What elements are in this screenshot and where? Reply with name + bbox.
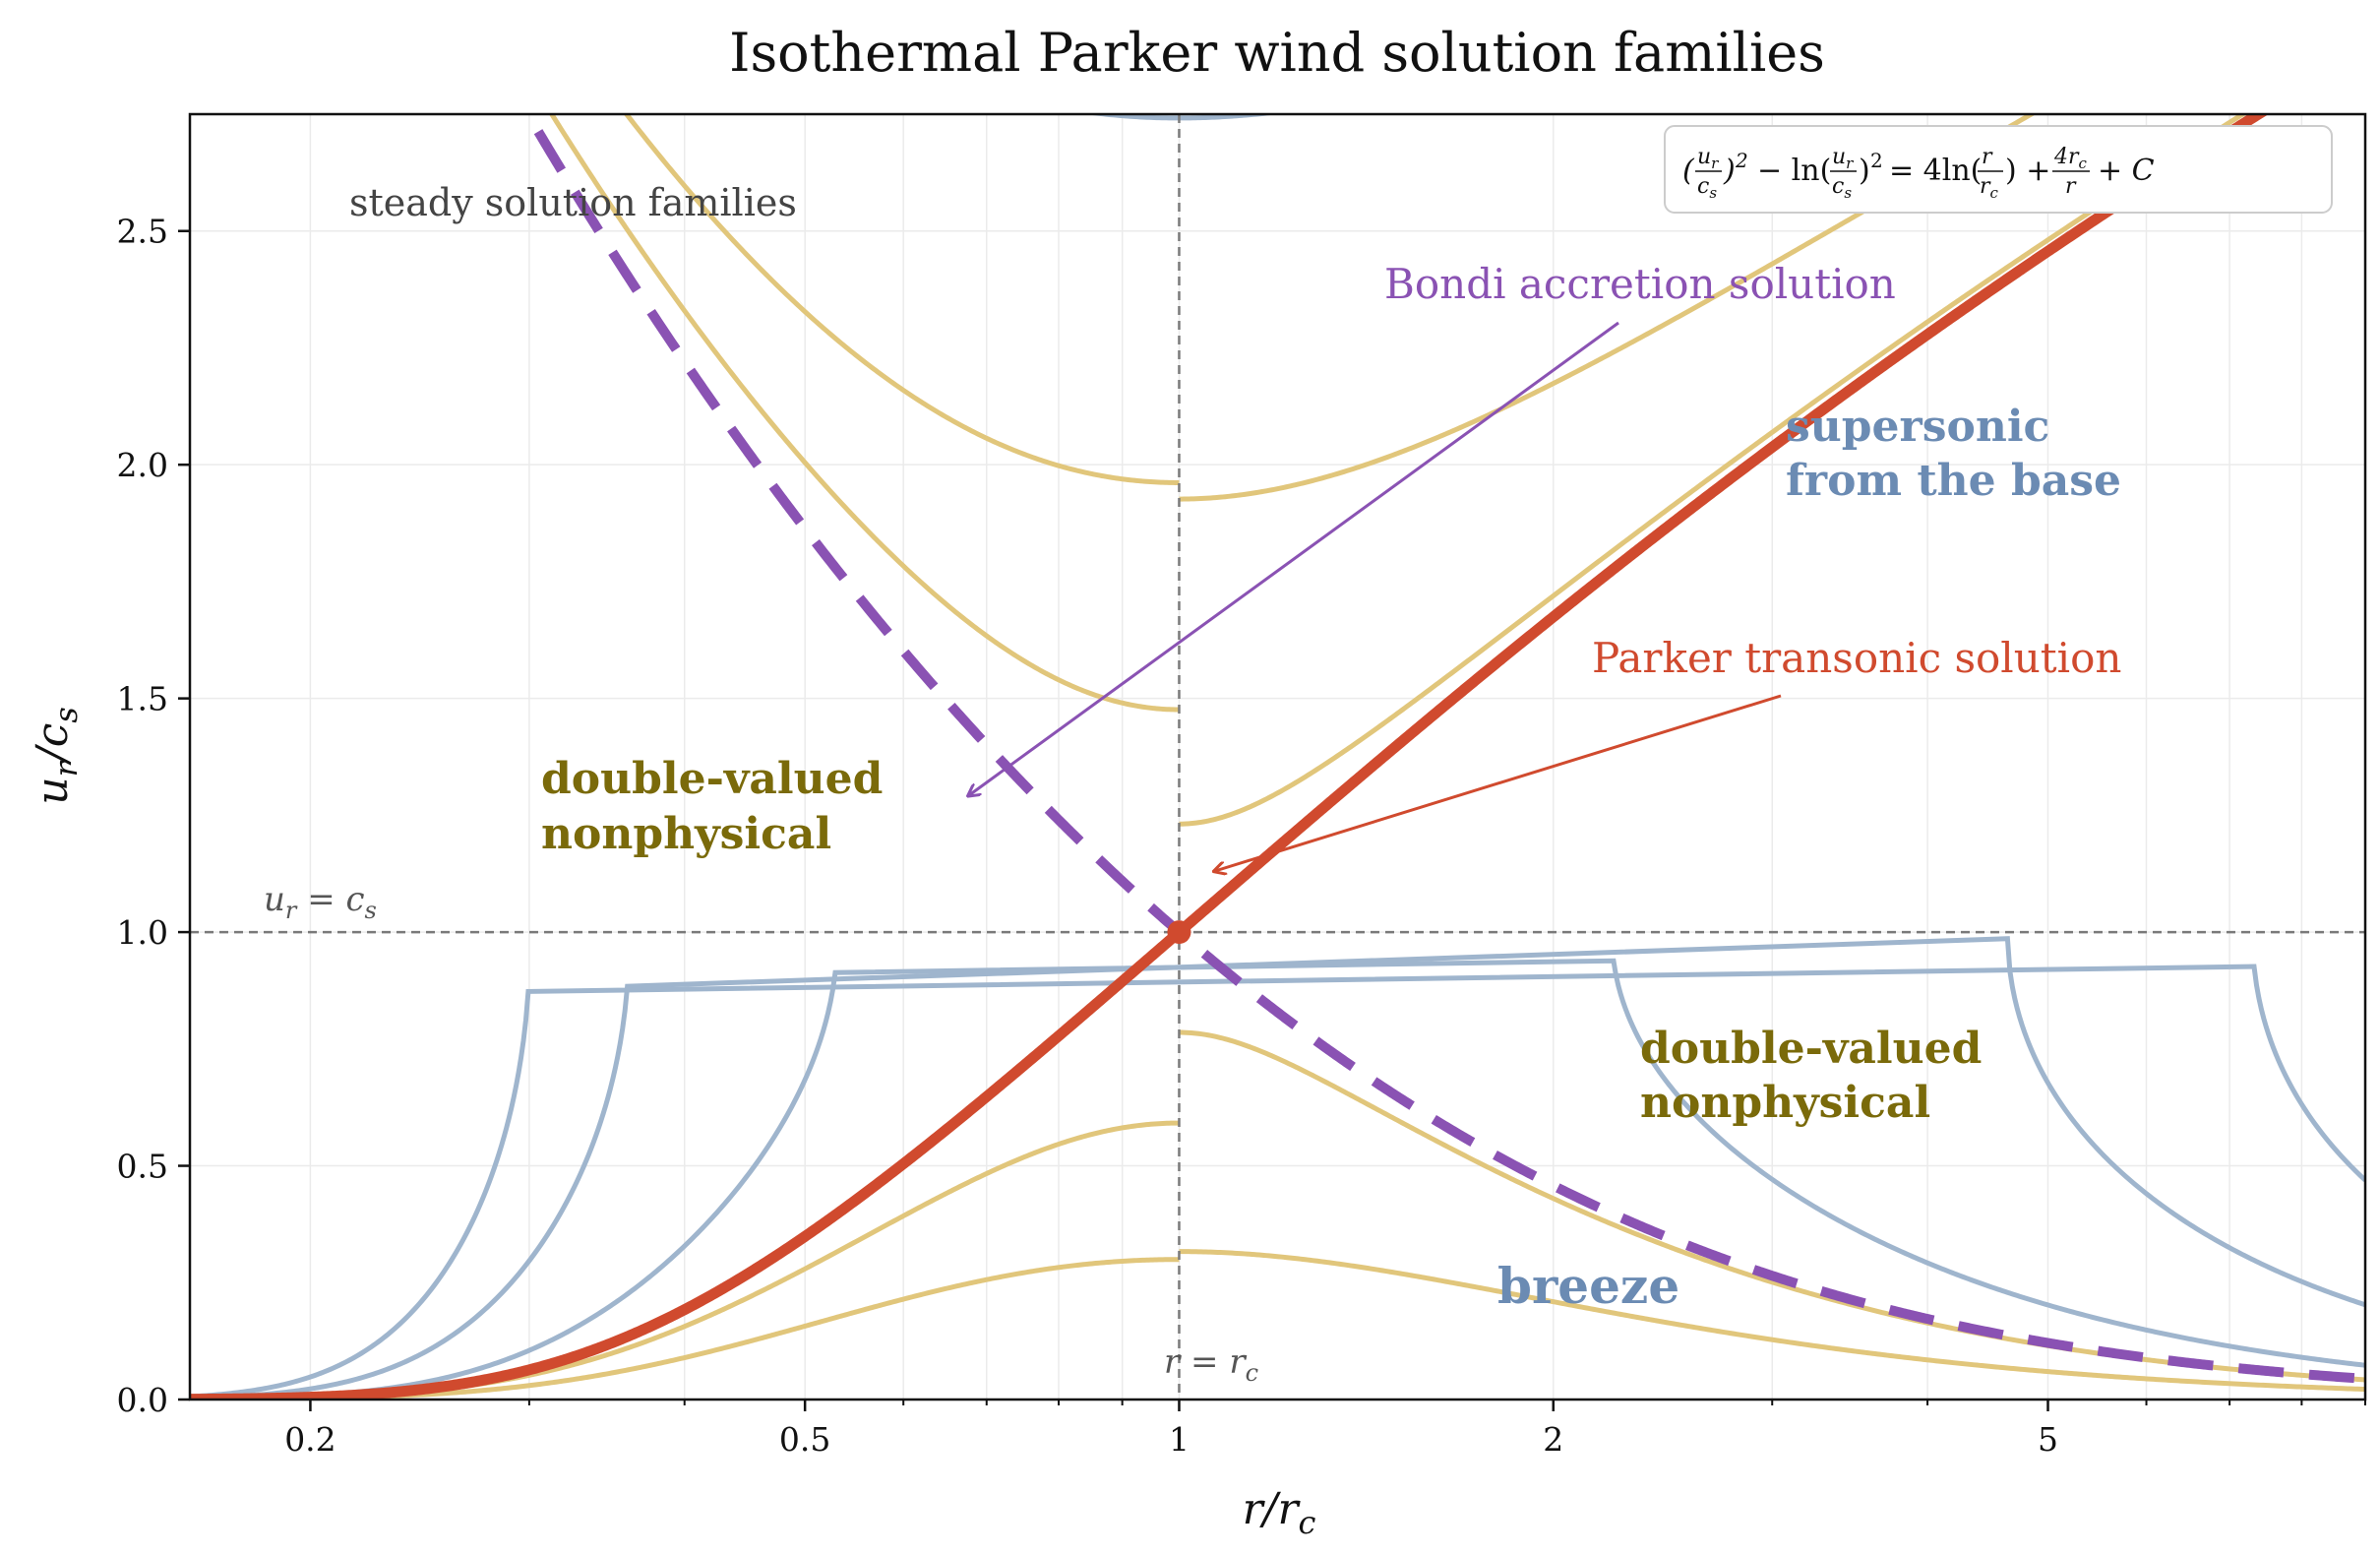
double-valued-lower-curve: [1179, 1249, 2365, 1393]
solution-families: [190, 114, 2365, 1400]
y-axis-label: ur/cs: [28, 707, 85, 805]
breeze-label: breeze: [1497, 1257, 1679, 1315]
bondi-label: Bondi accretion solution: [1384, 260, 1896, 308]
x-axis-label: r/rc: [1243, 1484, 1316, 1541]
y-tick-label: 0.0: [117, 1381, 168, 1419]
x-ticks: 0.2 0.5 1 2 5: [284, 1400, 2366, 1459]
svg-text:): ): [1859, 154, 1870, 188]
breeze-curve: [190, 936, 2365, 1400]
x-tick-label: 1: [1169, 1420, 1190, 1459]
svg-text:− ln(: − ln(: [1757, 154, 1831, 188]
y-tick-label: 0.5: [117, 1148, 168, 1186]
critical-radius-label: r = rc: [1164, 1342, 1258, 1387]
y-tick-label: 1.0: [117, 913, 168, 952]
double-valued-upper-curve: [548, 114, 1180, 713]
y-tick-label: 2.0: [117, 446, 168, 484]
steady-families-label: steady solution families: [349, 181, 797, 224]
parker-label: Parker transonic solution: [1592, 634, 2121, 682]
critical-point-marker: [1167, 920, 1191, 945]
svg-text:2: 2: [1870, 149, 1883, 172]
x-tick-label: 0.2: [284, 1420, 336, 1459]
y-ticks: 0.0 0.5 1.0 1.5 2.0 2.5: [117, 213, 190, 1419]
svg-text:r: r: [2065, 174, 2077, 199]
grid: [190, 114, 2365, 1400]
sonic-line-label: ur = cs: [264, 880, 377, 924]
svg-text:+ C: + C: [2098, 154, 2155, 188]
breeze-curve: [190, 964, 2365, 1400]
chart-title: Isothermal Parker wind solution families: [729, 22, 1825, 84]
double-valued-upper-curve: [623, 114, 1180, 485]
plot-frame: [188, 112, 2367, 1401]
supersonic-label: supersonic from the base: [1786, 402, 2121, 506]
x-tick-label: 2: [1543, 1420, 1563, 1459]
y-tick-label: 2.5: [117, 213, 168, 251]
svg-text:(: (: [1682, 154, 1695, 188]
breeze-curve: [190, 958, 2365, 1400]
parker-arrow: [1215, 694, 1782, 871]
svg-text:): ): [1723, 154, 1736, 188]
y-tick-label: 1.5: [117, 680, 168, 718]
main-solutions: [190, 114, 2365, 1400]
equation-box: ( ur cs ) 2 − ln( ur cs ) 2 = 4ln( r rc …: [1664, 125, 2333, 214]
svg-text:= 4ln(: = 4ln(: [1889, 154, 1982, 188]
x-tick-label: 0.5: [779, 1420, 830, 1459]
bondi-accretion-curve: [521, 114, 2365, 1384]
bondi-arrow: [969, 321, 1619, 795]
x-tick-label: 5: [2038, 1420, 2058, 1459]
reference-lines: [190, 114, 2365, 1400]
svg-text:r: r: [1982, 145, 1993, 169]
parker-transonic-curve: [190, 114, 2269, 1400]
svg-text:) +: ) +: [2005, 154, 2050, 188]
double-valued-label-left: double-valued nonphysical: [541, 754, 898, 859]
double-valued-label-right: double-valued nonphysical: [1640, 1024, 1997, 1128]
svg-text:2: 2: [1735, 149, 1748, 172]
double-valued-upper-curve: [1179, 114, 2037, 502]
